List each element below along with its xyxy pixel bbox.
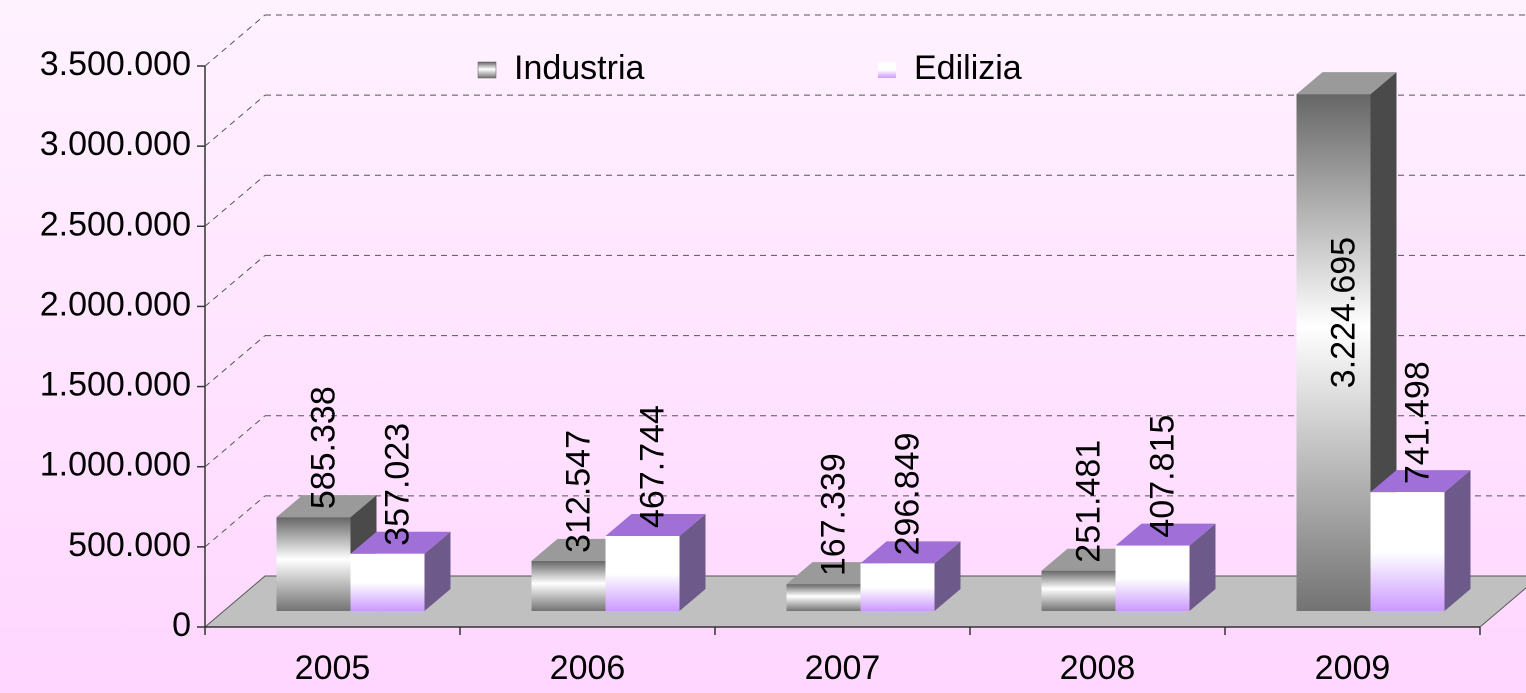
value-label: 467.744	[633, 405, 671, 528]
grid-line	[204, 495, 266, 548]
x-tick-label: 2006	[550, 649, 626, 687]
bar	[531, 560, 606, 611]
value-label: 357.023	[378, 423, 416, 546]
bar	[860, 563, 935, 611]
bar	[786, 584, 861, 611]
x-tick-label: 2007	[805, 649, 881, 687]
value-label: 585.338	[304, 386, 342, 509]
bar	[605, 536, 680, 611]
y-tick-label: 3.500.000	[40, 45, 191, 83]
y-tick-label: 1.000.000	[40, 446, 191, 484]
x-tick-label: 2008	[1060, 649, 1136, 687]
bar	[1115, 545, 1190, 611]
bar	[276, 517, 351, 611]
bar-side	[424, 531, 451, 611]
legend-swatch	[878, 62, 896, 78]
y-tick-label: 3.000.000	[40, 125, 191, 163]
value-label: 407.815	[1143, 415, 1181, 538]
bar	[1296, 94, 1371, 612]
value-label: 251.481	[1069, 440, 1107, 563]
bar	[1370, 492, 1445, 611]
bar-top	[605, 514, 706, 537]
bar-top	[1296, 72, 1397, 95]
grid-line	[204, 94, 266, 147]
grid-line	[204, 14, 266, 67]
grid-line	[204, 335, 266, 387]
legend-label: Edilizia	[914, 49, 1022, 87]
bar-side	[1189, 523, 1216, 611]
bar-side	[934, 541, 961, 611]
value-label: 296.849	[888, 433, 926, 556]
bar-side	[1444, 470, 1471, 611]
bar-top	[350, 531, 451, 554]
bar	[350, 553, 425, 611]
legend-label: Industria	[514, 49, 644, 87]
bar	[1041, 570, 1116, 611]
bar-top	[1115, 523, 1216, 546]
y-tick-label: 2.000.000	[40, 285, 191, 323]
y-tick-label: 0	[172, 606, 191, 644]
y-tick-label: 2.500.000	[40, 205, 191, 243]
bar-top	[860, 541, 961, 564]
x-tick-label: 2005	[295, 649, 371, 687]
grid-line	[204, 174, 266, 227]
bar-top	[1370, 470, 1471, 493]
value-label: 312.547	[559, 430, 597, 553]
value-label: 741.498	[1398, 361, 1436, 484]
bar-top	[276, 495, 377, 518]
legend-swatch	[477, 61, 497, 79]
bar-side	[679, 514, 706, 611]
y-tick-label: 500.000	[68, 526, 191, 564]
grid-line	[204, 415, 266, 468]
value-label: 3.224.695	[1324, 237, 1362, 388]
y-tick-label: 1.500.000	[40, 366, 191, 404]
value-label: 167.339	[814, 453, 852, 576]
grid-line	[204, 255, 266, 307]
x-tick-label: 2009	[1315, 649, 1391, 687]
